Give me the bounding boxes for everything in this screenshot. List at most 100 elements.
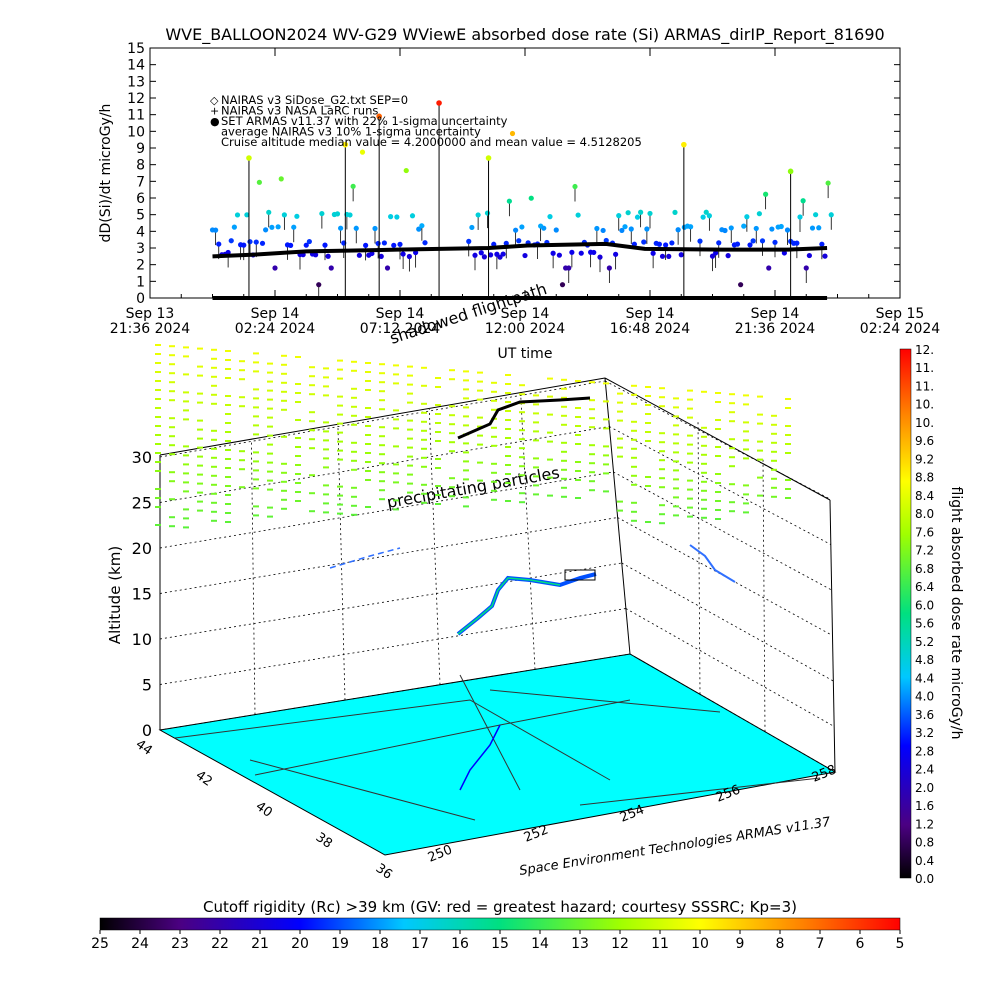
armas-point: [353, 225, 359, 231]
y-tick-label: 9: [136, 141, 145, 157]
armas-point: [394, 214, 400, 220]
armas-point: [556, 252, 562, 258]
armas-point: [303, 242, 309, 248]
armas-point: [709, 253, 716, 259]
dose-tick-label: 4.8: [915, 653, 934, 667]
armas-point: [359, 149, 366, 155]
dose-tick-label: 0.0: [915, 872, 934, 886]
altitude-tick-label: 10: [132, 630, 152, 649]
armas-point: [509, 130, 516, 137]
figure-title: WVE_BALLOON2024 WV-G29 WViewE absorbed d…: [165, 25, 884, 45]
z-grid-line: [159, 562, 622, 640]
armas-point: [328, 265, 334, 271]
z-grid-line: [159, 380, 606, 458]
x-tick-label: Sep 15: [876, 306, 925, 322]
armas-point: [800, 198, 806, 204]
rigidity-tick-label: 20: [291, 936, 309, 952]
armas-point: [738, 282, 744, 288]
dose-tick-label: 10.: [915, 398, 934, 412]
dose-colorbar-bar: [899, 348, 912, 879]
armas-point: [419, 223, 425, 229]
nairas-line: [212, 241, 828, 300]
armas-point: [766, 265, 772, 271]
floor-grid: [174, 674, 821, 821]
armas-point: [244, 212, 250, 218]
armas-point: [828, 212, 834, 218]
precipitating-particles-label: precipitating particles: [385, 463, 561, 512]
latitude-tick-label: 40: [253, 799, 275, 821]
rigidity-tick-label: 12: [611, 936, 629, 952]
armas-point: [338, 225, 344, 231]
armas-point: [422, 240, 428, 246]
armas-point: [272, 265, 278, 271]
dose-tick-label: 3.2: [915, 726, 934, 740]
dose-tick-label: 6.8: [915, 562, 934, 576]
rigidity-tick-label: 6: [856, 936, 865, 952]
flight-track-highlight: [457, 577, 561, 635]
x-tick-label: 12:00 2024: [485, 321, 566, 337]
armas-point: [697, 238, 703, 244]
armas-point: [769, 226, 775, 232]
armas-point: [550, 250, 556, 256]
armas-point: [475, 212, 481, 218]
x-tick-label: 02:24 2024: [860, 321, 941, 337]
armas-point: [756, 211, 762, 217]
ground-track: [459, 724, 501, 791]
armas-point: [403, 167, 409, 174]
armas-point: [638, 209, 644, 215]
armas-point: [622, 224, 628, 230]
dose-colorbar-label: flight absorbed dose rate microGy/h: [948, 487, 964, 740]
rigidity-tick-label: 21: [251, 936, 269, 952]
armas-point: [713, 250, 719, 256]
armas-point: [566, 265, 572, 271]
dose-tick-label: 5.6: [915, 617, 934, 631]
legend-entry: NAIRAS v3 SiDose_G2.txt SEP=0: [221, 93, 408, 107]
z-grid-line: [159, 653, 631, 731]
shadowed-track-side: [689, 544, 736, 583]
armas-point: [575, 212, 581, 218]
particle-dashes: [155, 344, 791, 529]
floor-border-line: [489, 689, 721, 713]
floor-border-line: [459, 674, 521, 791]
y-tick-label: 10: [127, 124, 145, 140]
altitude-tick-label: 15: [132, 585, 152, 604]
armas-point: [384, 265, 391, 271]
z-grid-line: [159, 517, 618, 594]
armas-point: [381, 240, 387, 246]
flight-track: [329, 396, 736, 791]
dose-tick-label: 0.4: [915, 854, 934, 868]
armas-point: [259, 240, 266, 246]
armas-point: [722, 227, 728, 234]
latitude-tick-label: 38: [313, 830, 335, 852]
armas-point: [506, 198, 512, 204]
altitude-ticks: 0 5 10 15 20 25 30: [132, 448, 152, 740]
x-tick-label: Sep 13: [126, 306, 175, 322]
armas-point: [363, 242, 369, 248]
altitude-label: Altitude (km): [106, 546, 124, 644]
armas-point: [503, 240, 509, 246]
legend-entry: NAIRAS v3 NASA LaRC runs: [221, 104, 378, 118]
top-legend: ◇ NAIRAS v3 SiDose_G2.txt SEP=0+ NAIRAS v3…: [210, 93, 642, 149]
legend-symbol: ●: [210, 115, 220, 128]
armas-point: [334, 211, 341, 217]
armas-point: [797, 214, 803, 220]
armas-point: [541, 225, 547, 231]
armas-point: [472, 252, 478, 258]
y-tick-label: 15: [127, 41, 145, 57]
armas-point: [281, 212, 287, 218]
armas-point: [325, 253, 331, 259]
armas-point: [294, 213, 300, 219]
armas-point: [313, 252, 319, 258]
armas-point: [356, 252, 362, 258]
y-tick-label: 3: [136, 241, 145, 257]
armas-point: [406, 253, 412, 260]
armas-point: [409, 213, 416, 219]
armas-spike-point: [787, 168, 794, 175]
armas-point: [700, 214, 706, 220]
altitude-tick-label: 30: [132, 448, 152, 467]
armas-point: [500, 251, 506, 257]
dose-colorbar: 0.0 0.4 0.8 1.2 1.6 2.0 2.4 2.8 3.2 3.6 4.0 4.4 4.8 5…: [899, 343, 964, 886]
wall-edge: [829, 499, 836, 773]
armas-point: [678, 252, 684, 258]
armas-point: [597, 254, 603, 260]
